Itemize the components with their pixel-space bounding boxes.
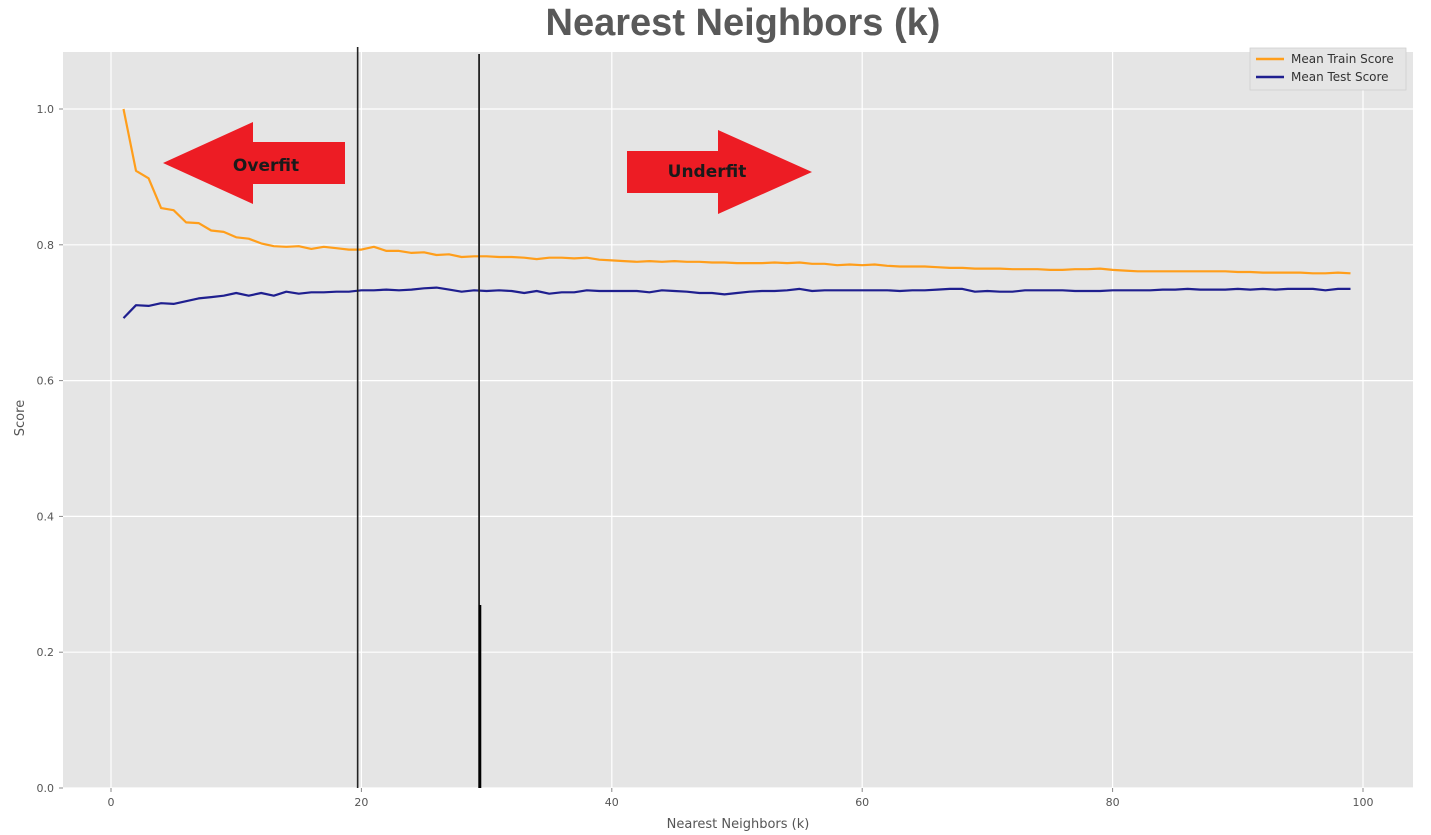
- overfit-label: Overfit: [233, 156, 299, 176]
- legend-label-test: Mean Test Score: [1291, 70, 1389, 84]
- x-axis-label: Nearest Neighbors (k): [667, 817, 810, 832]
- gridlines: [63, 52, 1413, 789]
- series-line-test: [122, 286, 1351, 319]
- series-line-train: [122, 108, 1351, 275]
- legend-label-train: Mean Train Score: [1291, 52, 1394, 66]
- y-tick-label: 0.6: [37, 375, 55, 388]
- underfit-arrow: Underfit: [627, 130, 812, 214]
- y-tick-label: 1.0: [37, 103, 55, 116]
- data-series: [122, 108, 1351, 319]
- axis-ticks: 0.0 0.2 0.4 0.6 0.8 1.0 0 20 40 60 80 100: [37, 103, 1374, 809]
- overfit-arrow: Overfit: [163, 122, 345, 204]
- threshold-lines: [356, 47, 482, 788]
- legend-box: [1249, 47, 1407, 91]
- y-tick-label: 0.4: [37, 510, 55, 523]
- x-tick-label: 60: [855, 796, 869, 809]
- x-tick-label: 20: [354, 796, 368, 809]
- left-arrow-icon: [163, 122, 345, 204]
- x-tick-label: 80: [1106, 796, 1120, 809]
- y-axis-label: Score: [13, 400, 28, 436]
- x-tick-label: 100: [1353, 796, 1374, 809]
- underfit-label: Underfit: [668, 162, 747, 182]
- legend: Mean Train Score Mean Test Score: [1249, 47, 1407, 91]
- chart-title: Nearest Neighbors (k): [545, 2, 941, 44]
- y-tick-label: 0.0: [37, 782, 55, 795]
- y-tick-label: 0.8: [37, 239, 55, 252]
- x-tick-label: 0: [108, 796, 115, 809]
- x-tick-label: 40: [605, 796, 619, 809]
- right-arrow-icon: [627, 130, 812, 214]
- y-tick-label: 0.2: [37, 646, 55, 659]
